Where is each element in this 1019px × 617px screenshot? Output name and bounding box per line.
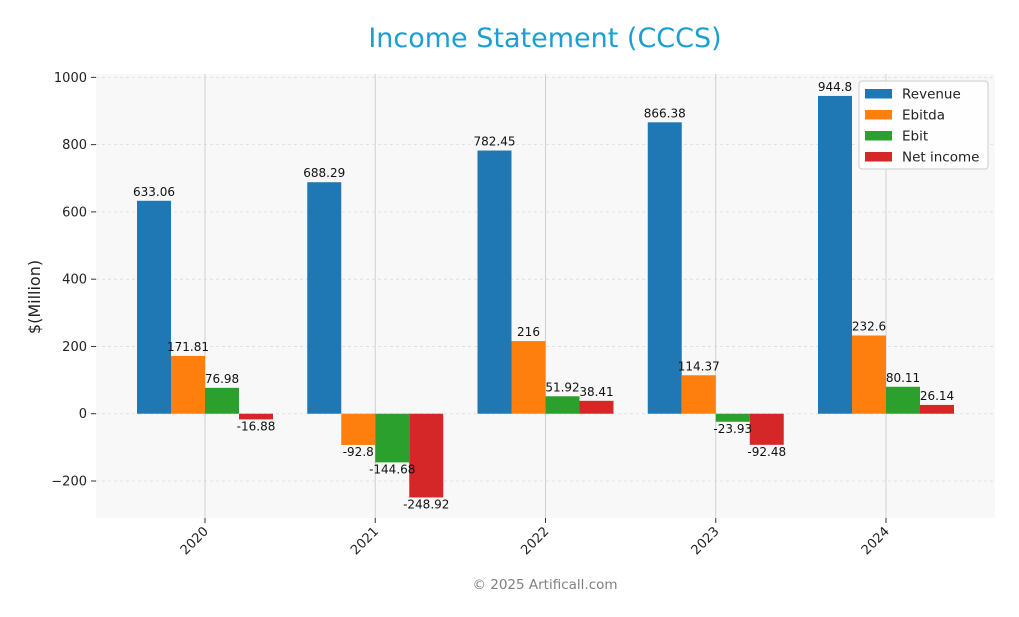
legend-swatch — [865, 131, 892, 141]
bar — [477, 150, 512, 414]
bar — [239, 413, 273, 420]
legend-label: Ebit — [902, 129, 928, 145]
data-label: -16.88 — [237, 419, 276, 433]
legend-box — [858, 80, 989, 170]
x-tick-label: 2024 — [859, 524, 893, 558]
x-tick-label: 2020 — [178, 524, 212, 558]
grid-lines — [96, 74, 995, 518]
bar — [579, 400, 614, 414]
bar — [886, 386, 920, 414]
data-label: 688.29 — [303, 166, 345, 180]
legend-label: Revenue — [902, 87, 961, 103]
legend-swatch — [865, 110, 892, 120]
data-label: 216 — [517, 325, 540, 339]
data-label: 782.45 — [474, 135, 516, 149]
legend-label: Ebitda — [902, 108, 945, 124]
bar — [341, 413, 376, 445]
bar — [749, 413, 784, 445]
data-label: 232.6 — [852, 319, 886, 333]
data-label: -92.8 — [343, 445, 374, 459]
y-tick-label: 600 — [62, 205, 87, 220]
copyright-footer: © 2025 Artificall.com — [472, 577, 617, 593]
x-tick-label: 2023 — [689, 524, 723, 558]
bar — [681, 375, 716, 414]
y-tick-label: 800 — [62, 138, 87, 153]
bar — [307, 182, 342, 414]
chart-title: Income Statement (CCCS) — [368, 23, 721, 54]
x-tick-label: 2022 — [518, 524, 552, 558]
bar — [137, 200, 171, 414]
legend-label: Net income — [902, 150, 979, 166]
bar — [715, 413, 750, 422]
bar — [171, 355, 205, 414]
data-label: -23.93 — [713, 422, 752, 436]
bar — [205, 387, 239, 414]
bar — [409, 413, 444, 498]
bar — [920, 404, 954, 414]
data-label: 26.14 — [920, 389, 954, 403]
data-label: 80.11 — [886, 371, 920, 385]
data-label: -248.92 — [403, 497, 449, 511]
data-label: 51.92 — [545, 380, 579, 394]
data-label: 171.81 — [167, 340, 209, 354]
data-label: 633.06 — [133, 185, 175, 199]
bar — [511, 341, 546, 414]
data-labels: 633.06 688.29 782.45 866.38 944.8 171.81 -92.8… — [133, 80, 954, 512]
y-tick-label: 200 — [62, 340, 87, 355]
y-tick-label: −200 — [51, 475, 87, 490]
legend-swatch — [865, 152, 892, 162]
bar — [545, 396, 580, 414]
data-label: -144.68 — [369, 462, 415, 476]
bars — [137, 95, 954, 498]
y-tick-label: 0 — [79, 407, 87, 422]
bar — [818, 95, 852, 414]
x-tick-label: 2021 — [348, 524, 382, 558]
y-tick-label: 400 — [62, 273, 87, 288]
bar — [852, 335, 886, 414]
bar — [375, 413, 410, 463]
data-label: 38.41 — [579, 385, 613, 399]
data-label: 114.37 — [678, 359, 720, 373]
legend-swatch — [865, 89, 892, 99]
y-tick-label: 1000 — [54, 71, 87, 86]
legend: Revenue Ebitda Ebit Net income — [858, 80, 989, 170]
data-label: -92.48 — [747, 445, 786, 459]
data-label: 944.8 — [818, 80, 852, 94]
data-label: 866.38 — [644, 106, 686, 120]
data-label: 76.98 — [205, 372, 239, 386]
y-axis-label: $(Million) — [25, 260, 44, 334]
bar — [647, 122, 682, 414]
